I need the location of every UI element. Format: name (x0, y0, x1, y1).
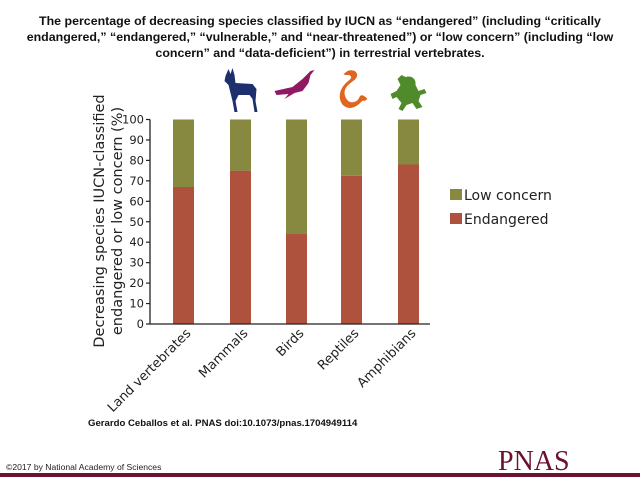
bar-low-concern-birds (286, 119, 307, 235)
frog-icon (390, 75, 427, 111)
y-tick-label: 100 (122, 113, 144, 127)
bar-endangered-reptiles (341, 175, 362, 324)
bar-low-concern-land-vertebrates (173, 119, 194, 187)
citation: Gerardo Ceballos et al. PNAS doi:10.1073… (88, 418, 358, 429)
x-tick-label: Birds (274, 326, 308, 360)
y-tick-label: 50 (129, 215, 144, 229)
x-tick-label: Reptiles (315, 326, 362, 373)
x-tick-label: Land vertebrates (105, 326, 195, 416)
y-tick-label: 20 (129, 276, 144, 290)
x-tick-label: Amphibians (355, 326, 420, 391)
y-tick-label: 60 (129, 194, 144, 208)
bird-icon (274, 70, 315, 99)
pnas-logo: PNAS (498, 446, 570, 477)
y-axis-label-line: endangered or low concern (%) (110, 107, 126, 335)
y-tick-label: 0 (137, 317, 144, 331)
bar-endangered-land-vertebrates (173, 186, 194, 324)
bars (173, 119, 419, 324)
bar-endangered-amphibians (398, 164, 419, 324)
copyright: ©2017 by National Academy of Sciences (6, 462, 162, 472)
y-tick-label: 90 (129, 133, 144, 147)
y-axis-label: Decreasing species IUCN-classified endang… (92, 94, 126, 347)
bar-low-concern-reptiles (341, 119, 362, 176)
y-axis-label-line: Decreasing species IUCN-classified (92, 94, 108, 347)
bar-low-concern-amphibians (398, 119, 419, 165)
deer-icon (224, 68, 258, 112)
x-tick-label: Mammals (196, 326, 251, 381)
legend-swatch (450, 189, 462, 200)
footer-divider (0, 473, 640, 477)
bar-endangered-mammals (230, 170, 251, 324)
snake-icon (339, 70, 368, 108)
bar-low-concern-mammals (230, 119, 251, 171)
y-tick-label: 10 (129, 297, 144, 311)
legend-label: Endangered (464, 212, 549, 228)
legend: Low concern Endangered (450, 188, 552, 228)
legend-label: Low concern (464, 188, 552, 204)
figure-title: The percentage of decreasing species cla… (26, 14, 614, 60)
bar-endangered-birds (286, 234, 307, 324)
y-tick-label: 40 (129, 235, 144, 249)
legend-swatch (450, 213, 462, 224)
y-tick-label: 30 (129, 256, 144, 270)
y-tick-label: 70 (129, 174, 144, 188)
y-tick-label: 80 (129, 153, 144, 167)
animal-icons (224, 68, 427, 112)
